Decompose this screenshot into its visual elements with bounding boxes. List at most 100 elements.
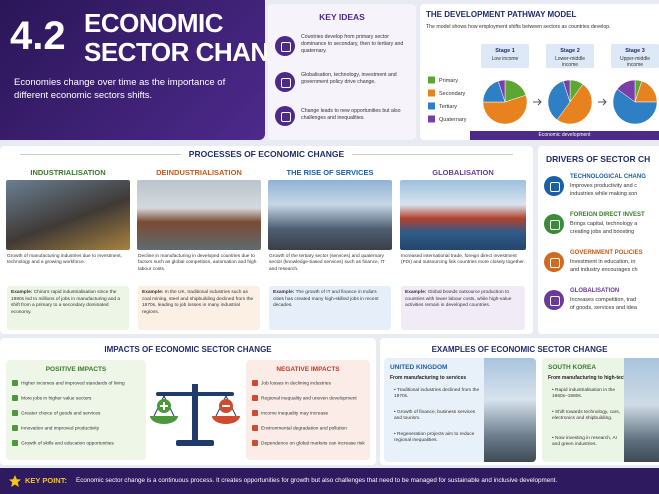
pie-slice xyxy=(482,94,528,125)
pie-slice xyxy=(562,79,571,103)
driver-line: Investment in education, in xyxy=(570,259,636,265)
pie-slice xyxy=(612,88,658,125)
driver-heading: TECHNOLOGICAL CHANG xyxy=(570,174,646,180)
panel-heading: NEGATIVE IMPACTS xyxy=(276,366,340,373)
card-bullet: • Regeneration projects aim to reduce re… xyxy=(394,432,475,444)
impact-item: Growth of skills and education opportuni… xyxy=(21,441,114,447)
example-box: Example: The growth of IT and finance in… xyxy=(269,286,391,330)
process-description: Increased international trade, foreign d… xyxy=(401,254,525,266)
driver-line: and industry encourages ch xyxy=(570,267,638,273)
text: Now investing in research, AI and green … xyxy=(552,436,617,448)
card-bullet: • Growth of finance, business services a… xyxy=(394,410,476,422)
process-column: DEINDUSTRIALISATION Decline in manufactu… xyxy=(135,146,263,334)
photo xyxy=(624,358,659,462)
photo xyxy=(137,180,261,250)
arrow xyxy=(533,98,542,106)
card-bullet: • Rapid industrialisation in the 1960s–1… xyxy=(552,388,616,400)
process-column: THE RISE OF SERVICES Growth of the terti… xyxy=(266,146,394,334)
stage-income: Low income xyxy=(492,56,519,62)
driver-heading: GLOBALISATION xyxy=(570,288,620,294)
section-title: DRIVERS OF SECTOR CH xyxy=(546,154,651,164)
impact-item: Job losses in declining industries xyxy=(261,381,331,387)
driver-line: industries while making son xyxy=(570,191,638,197)
photo xyxy=(400,180,526,250)
panel-subtitle: The model shows how employment shifts be… xyxy=(426,24,611,30)
positive-panel: POSITIVE IMPACTS Higher incomes and impr… xyxy=(6,360,146,460)
text: Shift towards technology, cars, electron… xyxy=(552,410,620,422)
example-text: In the UK, traditional industries such a… xyxy=(142,290,254,316)
driver-heading: GOVERNMENT POLICIES xyxy=(570,250,643,256)
icon xyxy=(275,36,295,56)
legend-swatch xyxy=(428,115,435,123)
impact-item: Regional inequality and uneven developme… xyxy=(261,396,357,402)
driver-line: Improves productivity and c xyxy=(570,183,637,189)
legend-label: Tertiary xyxy=(439,104,457,110)
card-subtitle: From manufacturing to high-tech xyxy=(548,375,627,381)
process-description: Growth of the tertiary sector (services)… xyxy=(269,254,385,272)
card-bullet: • Traditional industries declined from t… xyxy=(394,388,480,400)
pie-slice xyxy=(497,79,506,103)
stage-box xyxy=(611,44,659,68)
impact-item: Dependence on global markets can increas… xyxy=(261,441,365,447)
example-box: Example: China's rapid industrialisation… xyxy=(7,286,129,330)
icon xyxy=(544,252,564,272)
icon xyxy=(544,176,564,196)
stage-name: Stage 2 xyxy=(560,48,580,54)
key-idea: Change leads to new opportunities but al… xyxy=(301,108,401,122)
example-label: Example: xyxy=(405,290,427,295)
impact-item: More jobs in higher value sectors xyxy=(21,396,92,402)
section-title: EXAMPLES OF ECONOMIC SECTOR CHANGE xyxy=(431,345,608,354)
text: Traditional industries declined from the… xyxy=(394,388,480,400)
stage-income: Upper-middle income xyxy=(620,56,650,68)
stage-name: Stage 1 xyxy=(495,48,515,54)
impact-item: Innovation and improved productivity xyxy=(21,426,100,432)
process-heading: INDUSTRIALISATION xyxy=(30,168,106,177)
pie-slice xyxy=(547,80,571,121)
pie-slice xyxy=(616,79,636,103)
photo xyxy=(484,358,536,462)
icon xyxy=(544,214,564,234)
drivers: DRIVERS OF SECTOR CH TECHNOLOGICAL CHANG… xyxy=(538,146,659,334)
example-text: The growth of IT and finance in India's … xyxy=(273,290,379,309)
country: SOUTH KOREA xyxy=(548,364,597,371)
legend-swatch xyxy=(428,89,435,97)
key-idea: Globalisation, technology, investment an… xyxy=(301,72,397,86)
processes: PROCESSES OF ECONOMIC CHANGE INDUSTRIALI… xyxy=(0,146,533,334)
driver-line: Increases competition, trad xyxy=(570,297,637,303)
text: Growth of finance, business services and… xyxy=(394,410,476,422)
axis-label: Economic development xyxy=(470,131,659,140)
subtitle: Economies change over time as the import… xyxy=(14,77,226,102)
pathway-graphic: Primary Secondary Tertiary Quaternary Stage … xyxy=(428,44,659,125)
example-box: Example: Global brands outsource product… xyxy=(401,286,525,330)
legend-label: Quaternary xyxy=(439,117,467,123)
process-heading: THE RISE OF SERVICES xyxy=(286,168,374,177)
key-point-label: KEY POINT: xyxy=(25,476,67,485)
title: ECONOMIC xyxy=(84,8,224,38)
card-bullet: • Shift towards technology, cars, electr… xyxy=(552,410,620,422)
process-heading: DEINDUSTRIALISATION xyxy=(156,168,242,177)
legend-label: Primary xyxy=(439,78,458,84)
panel-title: THE DEVELOPMENT PATHWAY MODEL xyxy=(426,10,577,19)
arrow xyxy=(598,98,607,106)
example-label: Example: xyxy=(11,290,33,295)
examples: EXAMPLES OF ECONOMIC SECTOR CHANGE UNITE… xyxy=(380,338,659,465)
example-text: Global brands outsource production to co… xyxy=(405,290,512,309)
section-number: 4.2 xyxy=(10,14,66,58)
scale-illustration xyxy=(150,384,240,446)
pathway-model: THE DEVELOPMENT PATHWAY MODEL The model … xyxy=(420,4,659,140)
card-bullet: • Now investing in research, AI and gree… xyxy=(552,436,617,448)
key-ideas: KEY IDEAS Countries develop from primary… xyxy=(268,4,416,140)
icon xyxy=(275,72,295,92)
example-card: UNITED KINGDOM From manufacturing to ser… xyxy=(384,358,536,462)
country: UNITED KINGDOM xyxy=(390,364,448,371)
photo xyxy=(268,180,392,250)
key-point-bar: KEY POINT: Economic sector change is a c… xyxy=(0,468,659,494)
star-icon xyxy=(9,475,21,487)
stage-box xyxy=(481,44,529,68)
process-column: GLOBALISATION Increased international tr… xyxy=(398,146,528,334)
process-description: Decline in manufacturing in developed co… xyxy=(138,254,257,272)
icon xyxy=(544,290,564,310)
example-label: Example: xyxy=(142,290,164,295)
stage-income: Lower-middle income xyxy=(555,56,585,68)
example-text: China's rapid industrialisation since th… xyxy=(11,290,121,316)
